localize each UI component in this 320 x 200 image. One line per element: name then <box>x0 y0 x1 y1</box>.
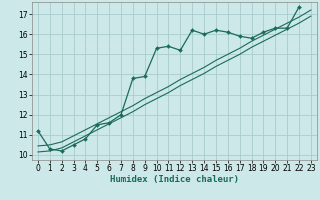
X-axis label: Humidex (Indice chaleur): Humidex (Indice chaleur) <box>110 175 239 184</box>
